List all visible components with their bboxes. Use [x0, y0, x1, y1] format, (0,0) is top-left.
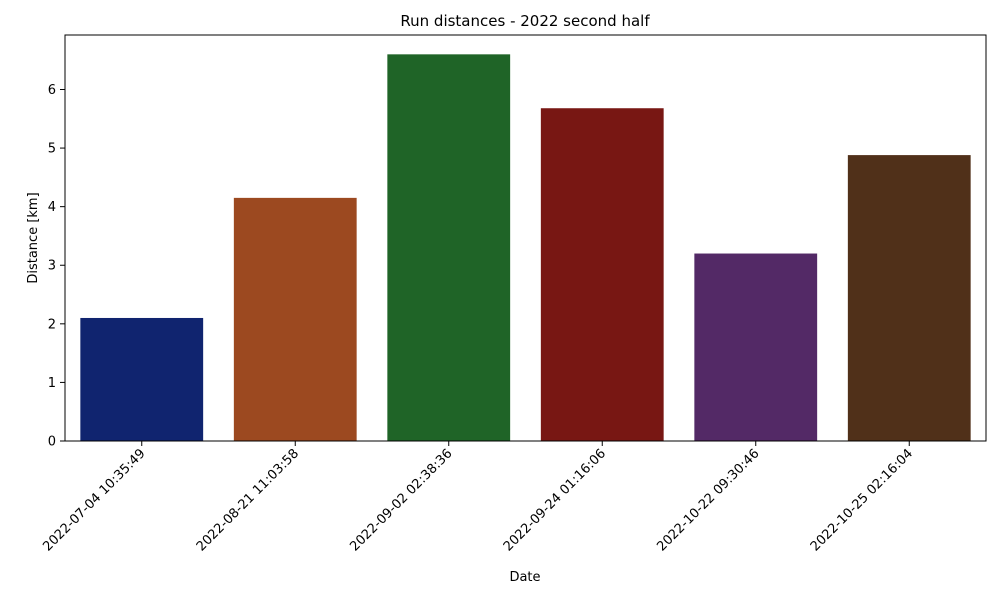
x-axis: 2022-07-04 10:35:49 2022-08-21 11:03:58 20… [40, 441, 916, 554]
bars-layer [80, 54, 971, 441]
bar-2 [233, 197, 357, 441]
plot-frame [64, 34, 987, 442]
y-tick-label-5: 5 [48, 142, 56, 157]
bar-6 [847, 155, 971, 441]
chart-title: Run distances - 2022 second half [400, 12, 650, 30]
y-tick-label-6: 6 [48, 83, 56, 98]
bar-4 [540, 108, 664, 441]
bar-1 [80, 317, 204, 441]
x-tick-label-2: 2022-08-21 11:03:58 [194, 446, 302, 554]
x-tick-label-4: 2022-09-24 01:16:06 [501, 446, 609, 554]
y-tick-label-1: 1 [48, 376, 56, 391]
x-axis-title: Date [509, 570, 540, 585]
x-tick-label-6: 2022-10-25 02:16:04 [808, 446, 916, 554]
y-tick-label-3: 3 [48, 259, 56, 274]
bar-3 [387, 54, 511, 441]
x-tick-label-1: 2022-07-04 10:35:49 [40, 446, 148, 554]
bar-5 [694, 253, 818, 441]
y-tick-label-4: 4 [48, 200, 56, 215]
x-tick-label-5: 2022-10-22 09:30:46 [654, 446, 762, 554]
y-tick-label-0: 0 [48, 435, 56, 450]
y-tick-label-2: 2 [48, 317, 56, 332]
x-tick-label-3: 2022-09-02 02:38:36 [347, 446, 455, 554]
y-axis-title: Distance [km] [26, 192, 41, 283]
y-axis: 0 1 2 3 4 5 6 [48, 83, 65, 450]
